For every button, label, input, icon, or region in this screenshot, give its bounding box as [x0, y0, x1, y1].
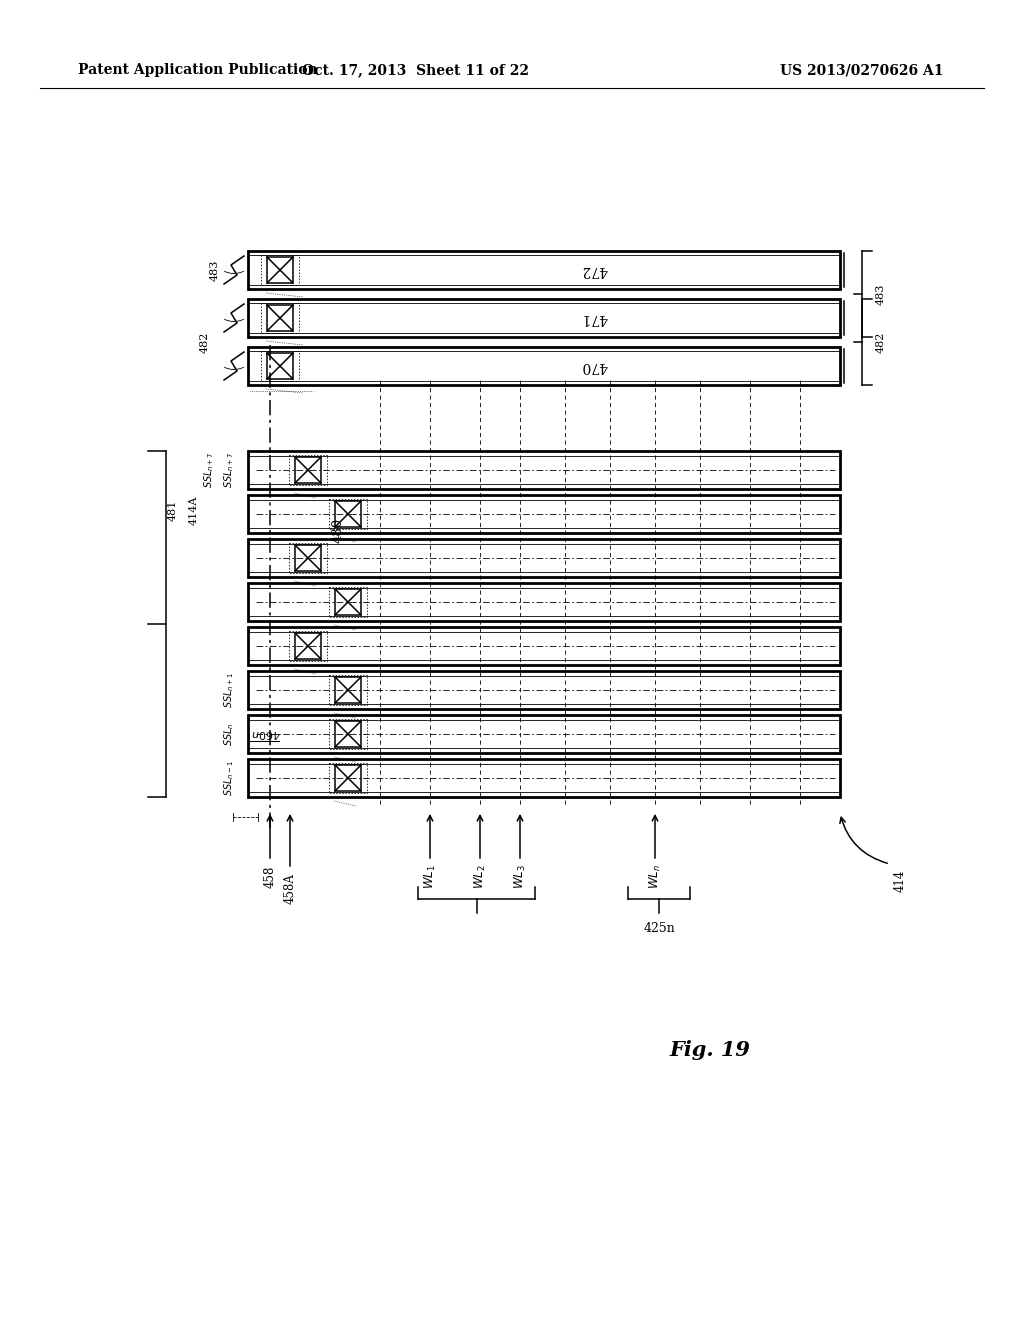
Text: $SSL_{n+7}$: $SSL_{n+7}$ [202, 451, 216, 488]
Bar [248, 759, 840, 797]
Bar [329, 675, 367, 705]
Text: 458A: 458A [284, 874, 297, 904]
Bar [335, 677, 361, 704]
Bar [267, 305, 293, 331]
Text: $SSL_{n+7}$: $SSL_{n+7}$ [222, 451, 236, 488]
Bar [267, 257, 293, 282]
Bar [248, 495, 840, 533]
Bar [267, 352, 293, 379]
Text: 425n: 425n [643, 923, 675, 936]
Bar [248, 539, 840, 577]
Bar [248, 347, 840, 385]
Bar [335, 502, 361, 527]
Text: 414: 414 [894, 870, 906, 892]
Text: 472: 472 [581, 263, 607, 277]
Bar [329, 499, 367, 529]
Text: Fig. 19: Fig. 19 [670, 1040, 751, 1060]
Bar [248, 251, 840, 289]
Text: 480: 480 [332, 517, 344, 543]
Bar [289, 631, 327, 661]
Bar [261, 304, 299, 333]
Bar [295, 457, 321, 483]
Bar [335, 721, 361, 747]
Text: $SSL_n$: $SSL_n$ [222, 722, 236, 746]
Bar [289, 455, 327, 484]
Bar [248, 671, 840, 709]
Bar [248, 583, 840, 620]
Text: 481: 481 [168, 499, 178, 520]
Bar [329, 763, 367, 793]
Bar [248, 451, 840, 488]
Text: $WL_{2}$: $WL_{2}$ [472, 865, 487, 890]
Text: $SSL_{n+1}$: $SSL_{n+1}$ [222, 672, 236, 708]
Bar [295, 545, 321, 572]
Bar [248, 627, 840, 665]
Text: US 2013/0270626 A1: US 2013/0270626 A1 [780, 63, 944, 77]
Text: $\overline{460n}$: $\overline{460n}$ [251, 727, 282, 742]
Text: 483: 483 [876, 284, 886, 305]
Text: Oct. 17, 2013  Sheet 11 of 22: Oct. 17, 2013 Sheet 11 of 22 [301, 63, 528, 77]
Bar [335, 766, 361, 791]
Text: $WL_{1}$: $WL_{1}$ [423, 865, 437, 890]
Text: 471: 471 [581, 312, 607, 325]
Text: 458: 458 [263, 866, 276, 888]
Text: 414A: 414A [189, 495, 199, 524]
Bar [261, 255, 299, 285]
Text: 482: 482 [876, 331, 886, 352]
Bar [289, 543, 327, 573]
Bar [329, 719, 367, 748]
Bar [248, 300, 840, 337]
Text: 470: 470 [581, 359, 607, 374]
Text: 482: 482 [200, 331, 210, 352]
Text: $WL_{n}$: $WL_{n}$ [647, 865, 663, 890]
Bar [329, 587, 367, 616]
Text: $WL_{3}$: $WL_{3}$ [512, 865, 527, 890]
Text: Patent Application Publication: Patent Application Publication [78, 63, 317, 77]
Text: $SSL_{n-1}$: $SSL_{n-1}$ [222, 760, 236, 796]
Text: 483: 483 [210, 259, 220, 281]
Bar [248, 715, 840, 752]
Bar [295, 634, 321, 659]
Bar [261, 351, 299, 381]
Bar [335, 589, 361, 615]
